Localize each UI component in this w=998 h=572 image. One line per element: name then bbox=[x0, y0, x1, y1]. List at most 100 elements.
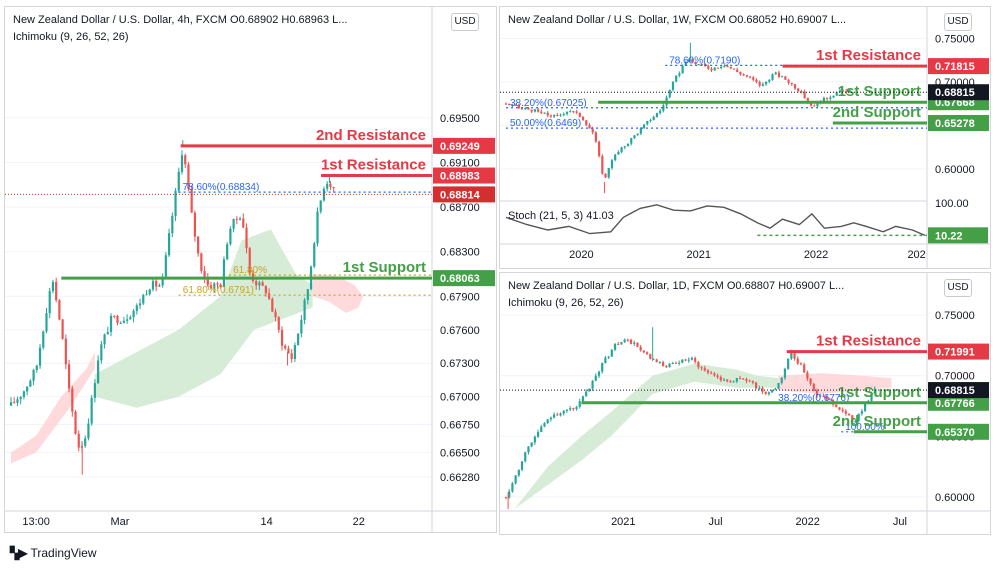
candle-body bbox=[527, 446, 530, 453]
candle-body bbox=[729, 381, 732, 383]
candle-body bbox=[164, 255, 167, 277]
candle-body bbox=[585, 120, 588, 126]
candle-body bbox=[736, 69, 739, 72]
candle-body bbox=[155, 280, 158, 287]
candle-body bbox=[142, 294, 145, 304]
candle-body bbox=[620, 147, 623, 153]
candle-body bbox=[803, 91, 806, 99]
candle-body bbox=[829, 97, 832, 99]
candle-body bbox=[735, 378, 738, 382]
chart-1d-indicator: Ichimoku (9, 26, 52, 26) bbox=[508, 297, 624, 309]
y-tick-label: 0.67900 bbox=[440, 291, 480, 303]
chart-panel-1w[interactable]: 78.60%(0.7190) 38.20%(0.67025) 50.00%(0.64… bbox=[499, 6, 991, 269]
candle-body bbox=[238, 218, 242, 220]
y-tick-label: 0.70000 bbox=[935, 371, 975, 383]
price-badge-label: 0.68815 bbox=[935, 87, 975, 99]
candle-body bbox=[800, 91, 803, 93]
candle-body bbox=[206, 278, 209, 286]
candle-body bbox=[222, 259, 226, 288]
candle-body bbox=[594, 375, 597, 381]
candle-body bbox=[601, 363, 604, 372]
candle-body bbox=[329, 183, 332, 188]
candle-body bbox=[815, 390, 819, 396]
currency-button[interactable]: USD bbox=[944, 13, 972, 31]
candle-body bbox=[838, 407, 841, 410]
candle-body bbox=[845, 90, 848, 93]
candle-body bbox=[847, 413, 851, 416]
candle-body bbox=[784, 76, 787, 80]
candle-body bbox=[248, 248, 251, 274]
candle-body bbox=[674, 362, 678, 364]
candle-body bbox=[585, 391, 588, 397]
chart-4h-canvas[interactable]: 78.60%(0.68834) 61.80% 61.80%(0.6791) 2nd R… bbox=[5, 7, 496, 532]
candle-body bbox=[703, 368, 706, 371]
x-tick-label: Jul bbox=[708, 516, 722, 528]
candle-body bbox=[620, 342, 623, 345]
candle-body bbox=[138, 303, 142, 306]
candle-body bbox=[828, 399, 831, 401]
candle-body bbox=[626, 339, 629, 341]
candle-body bbox=[575, 406, 578, 410]
candle-body bbox=[726, 379, 729, 382]
candle-body bbox=[514, 104, 517, 106]
candle-body bbox=[565, 409, 569, 411]
fib-label: 38.20%(0.6776) bbox=[778, 393, 849, 404]
candle-body bbox=[706, 370, 710, 373]
price-badge bbox=[928, 423, 989, 440]
candle-body bbox=[752, 77, 755, 80]
candle-body bbox=[732, 68, 736, 70]
candle-body bbox=[768, 79, 771, 82]
fib-label: 61.80% bbox=[233, 265, 267, 276]
candle-body bbox=[636, 133, 639, 136]
candle-body bbox=[132, 310, 135, 318]
candle-body bbox=[235, 218, 238, 220]
chart-1w-canvas[interactable]: 78.60%(0.7190) 38.20%(0.67025) 50.00%(0.64… bbox=[500, 7, 990, 268]
candle-body bbox=[533, 436, 536, 443]
x-tick-label: 2021 bbox=[611, 516, 635, 528]
chart-panel-4h[interactable]: 78.60%(0.68834) 61.80% 61.80%(0.6791) 2nd R… bbox=[4, 6, 497, 533]
chart-1d-canvas[interactable]: 38.20%(0.6776) 100.00% 1st Resistance 1st S… bbox=[500, 273, 990, 534]
y-tick-label: 0.66280 bbox=[440, 472, 480, 484]
candle-body bbox=[665, 365, 668, 368]
candle-body bbox=[851, 415, 854, 423]
candle-body bbox=[783, 368, 787, 378]
candle-body bbox=[646, 120, 649, 125]
candle-body bbox=[232, 218, 235, 229]
price-badge bbox=[928, 84, 989, 101]
candle-body bbox=[822, 97, 825, 104]
currency-button[interactable]: USD bbox=[451, 13, 479, 31]
candle-body bbox=[761, 84, 764, 86]
candle-body bbox=[793, 84, 797, 89]
candle-body bbox=[316, 211, 319, 244]
candle-body bbox=[135, 305, 138, 311]
candle-body bbox=[758, 81, 761, 86]
candle-body bbox=[842, 90, 845, 92]
candle-body bbox=[617, 343, 620, 345]
x-tick-label: 2022 bbox=[804, 249, 828, 261]
y-tick-label: 0.68300 bbox=[440, 247, 480, 259]
candle-body bbox=[226, 244, 229, 260]
candle-body bbox=[51, 281, 55, 292]
level-label: 1st Support bbox=[838, 384, 921, 401]
tradingview-branding[interactable]: ▚▶ TradingView bbox=[10, 546, 97, 560]
candle-body bbox=[556, 414, 559, 416]
candle-body bbox=[825, 395, 828, 400]
currency-button[interactable]: USD bbox=[944, 279, 972, 297]
candle-body bbox=[313, 243, 316, 267]
candle-body bbox=[258, 282, 261, 286]
candle-body bbox=[271, 298, 274, 312]
y-tick-label: 0.68700 bbox=[440, 202, 480, 214]
candle-body bbox=[581, 116, 585, 121]
candle-body bbox=[678, 73, 681, 76]
candle-body bbox=[100, 344, 103, 361]
candle-body bbox=[681, 65, 684, 74]
candle-body bbox=[591, 380, 594, 389]
candle-body bbox=[748, 380, 751, 382]
candle-body bbox=[617, 152, 620, 155]
candle-body bbox=[822, 395, 825, 397]
chart-panel-1d[interactable]: 38.20%(0.6776) 100.00% 1st Resistance 1st S… bbox=[499, 272, 991, 535]
candle-body bbox=[870, 393, 873, 401]
candle-body bbox=[838, 90, 842, 93]
fib-label: 78.60%(0.7190) bbox=[669, 55, 740, 66]
candle-body bbox=[742, 378, 745, 380]
